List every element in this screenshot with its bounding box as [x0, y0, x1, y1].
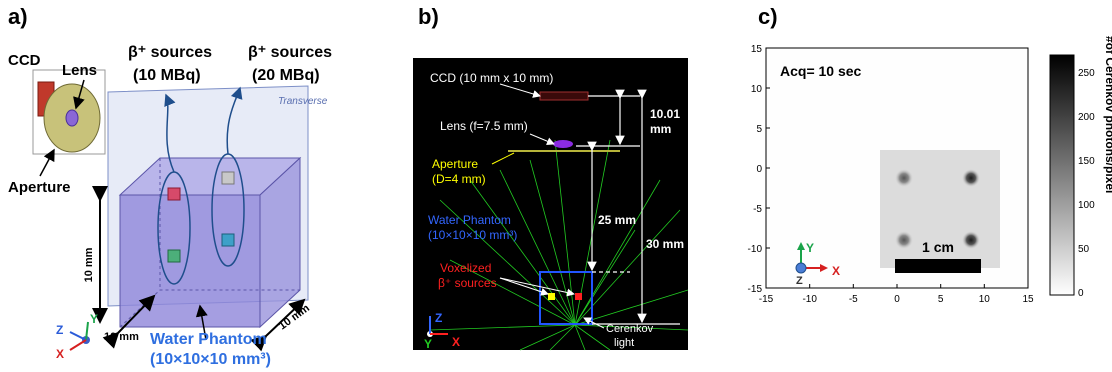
panel-b-label: b)	[418, 4, 439, 29]
voxelized-label-line2: β⁺ sources	[438, 276, 497, 290]
axis-x-label: X	[56, 347, 64, 361]
aperture-label-line2: (D=4 mm)	[432, 172, 486, 186]
spot-bottom-left	[895, 231, 913, 249]
ccd-label: CCD (10 mm x 10 mm)	[430, 71, 553, 85]
dim-height-label: 10 mm	[83, 247, 95, 282]
voxel-source-yellow	[548, 293, 555, 300]
lens-label: Lens (f=7.5 mm)	[440, 119, 528, 133]
x-tick: 10	[979, 294, 991, 305]
axis-z-label: Z	[56, 323, 63, 337]
source-10mbq-line1: β⁺ sources	[128, 44, 212, 61]
colorbar-tick: 50	[1078, 244, 1090, 255]
x-tick: -15	[759, 294, 774, 305]
source-20mbq-line1: β⁺ sources	[248, 44, 332, 61]
voxelized-label-line1: Voxelized	[440, 261, 491, 275]
phantom-glow-region	[880, 150, 1000, 268]
phantom-label-line2: (10×10×10 mm³)	[150, 351, 271, 368]
spot-top-right	[962, 169, 980, 187]
source-voxel-green	[167, 249, 181, 263]
axis-y-label: Y	[90, 312, 98, 326]
axis-y-label: Y	[806, 241, 814, 255]
camera-inset-box	[32, 69, 106, 155]
colorbar-tick: 150	[1078, 156, 1095, 167]
source-voxel-red	[167, 187, 181, 201]
cerenkov-image-plot: Acq= 10 sec 1 cm Y X Z -15 -10 -5 0 5 10…	[748, 36, 1112, 305]
y-tick: 10	[751, 84, 763, 95]
panel-a-label: a)	[8, 4, 28, 29]
y-tick: 0	[756, 164, 762, 175]
y-tick: 15	[751, 44, 763, 55]
panel-b: b)	[380, 0, 710, 372]
y-tick: -15	[748, 284, 763, 295]
phantom-outline	[539, 271, 593, 325]
colorbar-tick: 100	[1078, 200, 1095, 211]
panel-c-label: c)	[758, 4, 778, 29]
source-voxel-gray	[221, 171, 235, 185]
acquisition-label: Acq= 10 sec	[780, 63, 862, 79]
colorbar-tick: 200	[1078, 112, 1095, 123]
scale-bar-label: 1 cm	[922, 239, 954, 255]
x-tick: -5	[849, 294, 858, 305]
axis-y-label: Y	[424, 337, 432, 351]
y-tick: -5	[753, 204, 762, 215]
colorbar-tick: 0	[1078, 288, 1084, 299]
axis-x-label: X	[832, 264, 840, 278]
cerenkov-label-line1: Cerenkov	[606, 323, 654, 335]
cerenkov-label-line2: light	[614, 337, 634, 349]
y-tick-labels: 15 10 5 0 -5 -10 -15	[748, 44, 763, 295]
colorbar-label: #of Cerenkov photons/pixel	[1103, 36, 1112, 193]
y-tick: 5	[756, 124, 762, 135]
distance-1001-line2: mm	[650, 122, 671, 136]
dim-depth-label: 10 mm	[104, 331, 139, 343]
source-voxel-cyan	[221, 233, 235, 247]
axis-z-label: Z	[435, 311, 442, 325]
phantom-label-line1: Water Phantom	[428, 213, 511, 227]
transverse-label: Transverse	[278, 96, 328, 107]
lens-element	[553, 140, 573, 148]
y-tick: -10	[748, 244, 763, 255]
x-tick: 15	[1022, 294, 1034, 305]
x-tick-labels: -15 -10 -5 0 5 10 15	[759, 294, 1034, 305]
x-tick: 5	[938, 294, 944, 305]
x-tick: -10	[802, 294, 817, 305]
panel-a: a) Transverse	[0, 0, 380, 372]
spot-top-left	[895, 169, 913, 187]
colorbar	[1049, 54, 1075, 296]
x-tick: 0	[894, 294, 900, 305]
colorbar-tick-labels: 250 200 150 100 50 0	[1078, 68, 1095, 299]
distance-30mm: 30 mm	[646, 237, 684, 251]
phantom-label-line1: Water Phantom	[150, 331, 267, 348]
distance-1001-line1: 10.01	[650, 107, 680, 121]
axis-origin	[795, 262, 807, 274]
axis-z-label: Z	[796, 275, 803, 287]
axis-x-label: X	[452, 335, 460, 349]
lens-icon	[65, 109, 79, 127]
ccd-label: CCD	[8, 52, 41, 69]
ccd-sensor	[539, 91, 589, 101]
source-20mbq-line2: (20 MBq)	[252, 67, 320, 84]
panel-c: c) Acq= 10 sec	[710, 0, 1112, 372]
simulation-background	[413, 58, 688, 350]
scale-bar	[895, 259, 981, 273]
phantom-label-line2: (10×10×10 mm³)	[428, 228, 517, 242]
simulation-geometry-diagram: CCD (10 mm x 10 mm) Lens (f=7.5 mm) Aper…	[413, 58, 689, 351]
colorbar-tick: 250	[1078, 68, 1095, 79]
aperture-label-line1: Aperture	[432, 157, 478, 171]
aperture-label: Aperture	[8, 179, 71, 196]
source-10mbq-line2: (10 MBq)	[133, 67, 201, 84]
spot-bottom-right	[962, 231, 980, 249]
lens-label: Lens	[62, 62, 97, 79]
distance-25mm: 25 mm	[598, 213, 636, 227]
setup-3d-diagram: Transverse CCD Lens Aperture β⁺ sources …	[8, 44, 332, 368]
voxel-source-red	[575, 293, 582, 300]
